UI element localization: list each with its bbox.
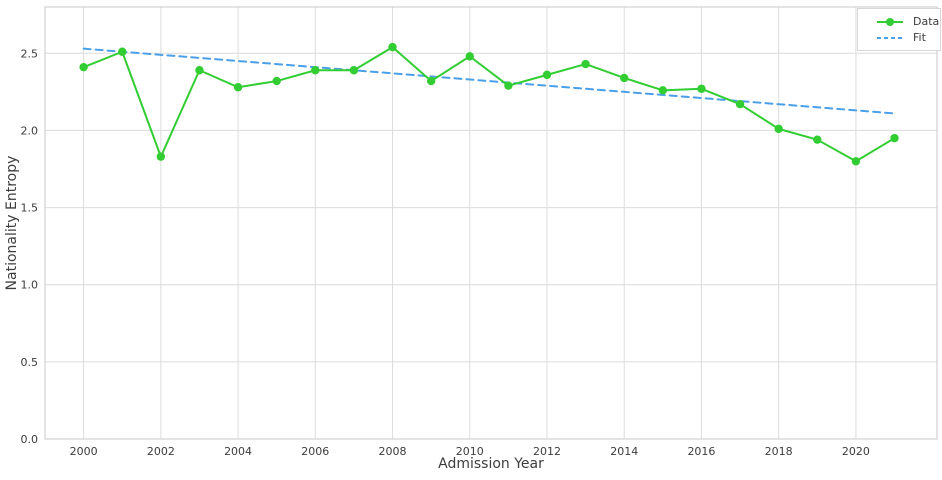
data-point	[195, 66, 204, 75]
x-tick-label: 2002	[147, 445, 175, 458]
data-point	[851, 157, 861, 166]
data-point	[620, 73, 629, 83]
data-point	[426, 76, 436, 86]
x-tick-label: 2018	[765, 445, 793, 458]
x-axis-label: Admission Year	[438, 456, 544, 472]
x-tick-label: 2004	[224, 445, 252, 458]
data-point	[233, 83, 243, 92]
y-tick-label: 1.0	[21, 279, 39, 292]
data-point	[349, 66, 359, 75]
data-point	[735, 100, 745, 109]
data-point	[813, 135, 822, 144]
data-point	[79, 62, 88, 72]
y-tick-label: 2.5	[21, 47, 39, 60]
data-point	[311, 66, 320, 75]
x-tick-label: 2016	[687, 445, 715, 458]
y-tick-label: 2.0	[21, 124, 39, 137]
data-point	[504, 81, 513, 90]
data-point	[658, 86, 668, 95]
x-tick-label: 2000	[70, 445, 98, 458]
data-point	[774, 124, 783, 134]
legend-label-fit: Fit	[913, 31, 926, 44]
data-point	[890, 133, 899, 143]
data-point	[697, 84, 706, 93]
y-axis-label: Nationality Entropy	[4, 155, 20, 291]
x-tick-label: 2008	[379, 445, 407, 458]
data-point	[388, 42, 397, 52]
x-tick-label: 2020	[842, 445, 870, 458]
legend-item-data: Data	[876, 15, 940, 28]
x-tick-label: 2010	[456, 445, 484, 458]
data-point	[581, 59, 590, 69]
legend-item-fit: Fit	[876, 31, 940, 44]
data-series-swatch	[877, 17, 903, 26]
fit-line	[82, 47, 896, 115]
x-tick-label: 2014	[610, 445, 638, 458]
plot-border	[44, 6, 938, 440]
legend: Data Fit	[857, 8, 941, 51]
y-tick-label: 0.0	[21, 433, 39, 446]
x-tick-label: 2012	[533, 445, 561, 458]
data-point	[465, 52, 474, 61]
y-tick-label: 1.5	[21, 202, 39, 215]
legend-label-data: Data	[913, 15, 940, 28]
data-point	[542, 70, 552, 80]
y-tick-label: 0.5	[21, 356, 39, 369]
data-line	[82, 46, 896, 163]
fit-series-swatch	[877, 36, 903, 39]
data-point	[118, 47, 127, 56]
data-point	[156, 152, 166, 161]
data-point	[272, 76, 281, 86]
x-tick-label: 2006	[301, 445, 329, 458]
data-marker-icon	[886, 17, 894, 26]
